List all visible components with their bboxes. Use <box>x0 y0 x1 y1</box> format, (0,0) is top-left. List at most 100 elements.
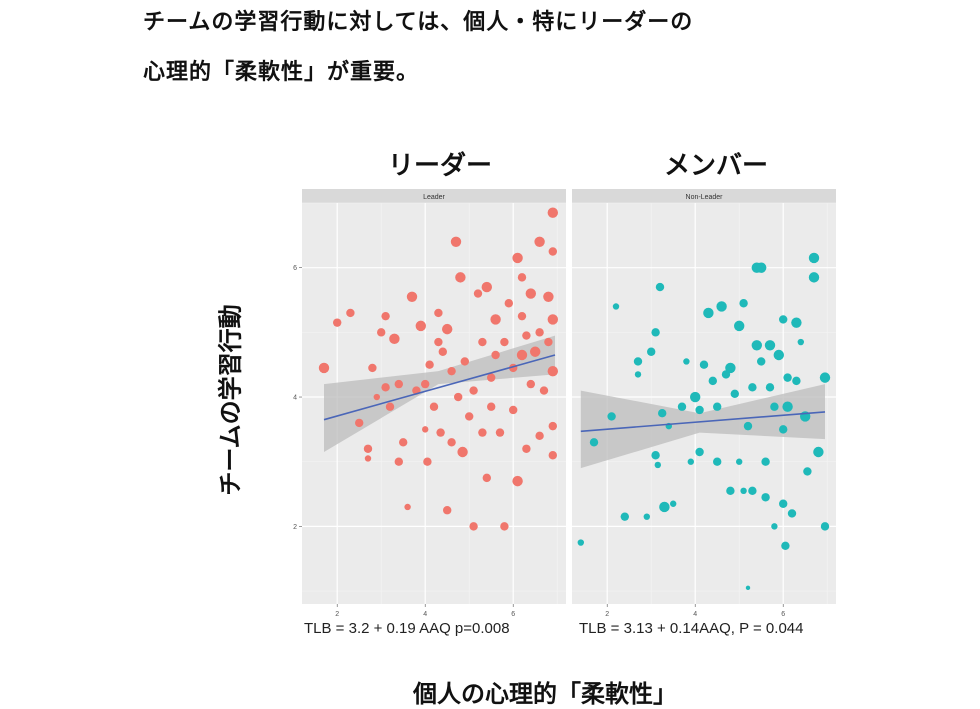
data-point-member <box>748 486 757 496</box>
data-point-member <box>713 402 722 411</box>
data-point-member <box>783 373 792 382</box>
data-point-leader <box>469 522 478 531</box>
data-point-leader <box>482 473 491 483</box>
facet-strip-label-member: Non-Leader <box>686 194 724 201</box>
data-point-leader <box>434 337 443 347</box>
data-point-member <box>770 402 779 411</box>
data-point-leader <box>491 350 500 360</box>
data-point-leader <box>509 405 518 415</box>
regression-equation-member: TLB = 3.13 + 0.14AAQ, P = 0.044 <box>579 620 804 637</box>
data-point-member <box>687 458 694 465</box>
data-point-member <box>708 376 717 386</box>
data-point-member <box>781 541 790 550</box>
data-point-leader <box>429 402 439 411</box>
data-point-leader <box>469 386 478 395</box>
data-point-leader <box>512 252 523 264</box>
data-point-leader <box>544 337 553 347</box>
data-point-member <box>743 421 753 431</box>
data-point-member <box>771 523 778 530</box>
data-point-member <box>779 315 788 324</box>
data-point-leader <box>522 331 531 340</box>
data-point-member <box>736 458 743 465</box>
data-point-leader <box>548 451 557 460</box>
data-point-member <box>620 512 629 521</box>
data-point-leader <box>377 328 386 337</box>
data-point-leader <box>333 318 342 327</box>
x-tick-label: 6 <box>781 611 785 618</box>
data-point-member <box>745 585 751 591</box>
data-point-member <box>633 357 643 366</box>
data-point-leader <box>495 428 505 437</box>
data-point-leader <box>363 444 373 453</box>
data-point-leader <box>512 475 523 487</box>
data-point-leader <box>473 289 483 298</box>
data-point-leader <box>547 314 558 325</box>
data-point-leader <box>534 236 545 248</box>
data-point-leader <box>436 428 445 437</box>
data-point-leader <box>438 347 447 356</box>
heading-line-2: 心理的「柔軟性」が重要。 <box>143 60 420 85</box>
data-point-leader <box>442 323 453 335</box>
data-point-member <box>607 412 616 421</box>
data-point-leader <box>346 308 355 318</box>
y-tick-label: 4 <box>293 395 297 402</box>
data-point-member <box>757 357 766 366</box>
data-point-member <box>654 461 661 469</box>
panel-title-member: メンバー <box>664 151 769 181</box>
confidence-ribbon-leader <box>324 335 555 453</box>
data-point-leader <box>447 438 456 447</box>
data-point-member <box>813 446 824 458</box>
data-point-member <box>683 358 690 365</box>
data-point-leader <box>547 207 558 218</box>
regression-equation-leader: TLB = 3.2 + 0.19 AAQ p=0.008 <box>304 620 510 637</box>
data-point-leader <box>465 412 474 421</box>
x-tick-label: 4 <box>693 611 697 618</box>
data-point-member <box>787 509 797 518</box>
confidence-ribbon-member <box>580 384 825 469</box>
data-point-member <box>808 272 820 283</box>
data-point-member <box>695 405 704 415</box>
data-point-member <box>761 493 770 502</box>
data-point-member <box>803 467 812 476</box>
data-point-member <box>612 303 620 310</box>
data-point-leader <box>318 362 330 374</box>
data-point-member <box>716 301 727 312</box>
data-point-leader <box>517 273 527 282</box>
facet-strip-member <box>572 189 836 203</box>
x-tick-label: 2 <box>605 611 609 618</box>
data-point-leader <box>535 431 544 441</box>
data-point-member <box>820 522 830 531</box>
data-point-leader <box>535 328 544 337</box>
data-point-leader <box>443 506 452 515</box>
data-point-member <box>713 457 722 466</box>
data-point-leader <box>394 457 403 466</box>
regression-line-leader <box>323 354 556 421</box>
data-point-leader <box>525 288 536 299</box>
data-point-leader <box>406 291 418 302</box>
data-point-leader <box>478 428 487 437</box>
data-point-member <box>740 487 747 495</box>
data-point-member <box>703 307 714 319</box>
data-point-leader <box>478 337 487 347</box>
data-point-member <box>773 349 784 361</box>
data-point-member <box>634 371 642 378</box>
data-point-member <box>699 360 709 369</box>
data-point-leader <box>481 281 492 293</box>
data-point-leader <box>415 320 426 332</box>
x-tick-label: 4 <box>423 611 427 618</box>
data-point-member <box>690 391 701 403</box>
data-point-member <box>756 262 767 273</box>
data-point-member <box>797 338 804 346</box>
data-point-member <box>695 447 704 457</box>
data-point-member <box>726 486 735 496</box>
data-point-leader <box>364 455 372 462</box>
data-point-member <box>792 376 801 386</box>
data-point-leader <box>399 438 408 447</box>
facet-strip-label-leader: Leader <box>423 194 445 201</box>
data-point-leader <box>355 418 364 428</box>
data-point-leader <box>425 360 434 369</box>
data-point-member <box>659 501 670 513</box>
facet-strip-leader <box>302 189 566 203</box>
data-point-leader <box>421 379 430 389</box>
